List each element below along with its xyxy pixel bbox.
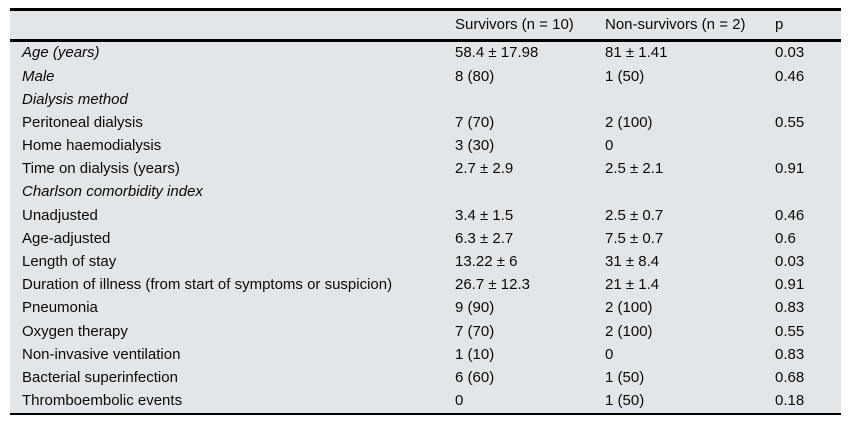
- table-row: Home haemodialysis 3 (30) 0: [10, 135, 841, 158]
- non-survivors-value: 2 (100): [605, 300, 653, 317]
- table-row: Thromboembolic events 0 1 (50) 0.18: [10, 390, 841, 413]
- table-row: Oxygen therapy 7 (70) 2 (100) 0.55: [10, 320, 841, 343]
- row-label: Age-adjusted: [22, 230, 111, 247]
- table-row: Non-invasive ventilation 1 (10) 0 0.83: [10, 343, 841, 366]
- table-row: Male 8 (80) 1 (50) 0.46: [10, 65, 841, 88]
- row-label: Unadjusted: [22, 207, 98, 224]
- survivors-value: 9 (90): [455, 300, 495, 317]
- non-survivors-value: 2 (100): [605, 323, 653, 340]
- p-value: 0.83: [775, 300, 805, 317]
- p-value: 0.83: [775, 346, 805, 363]
- survivors-value: 2.7 ± 2.9: [455, 161, 514, 178]
- table-row: Duration of illness (from start of sympt…: [10, 274, 841, 297]
- header-survivors: Survivors (n = 10): [455, 16, 574, 33]
- non-survivors-value: 31 ± 8.4: [605, 254, 660, 271]
- table-row: Age-adjusted 6.3 ± 2.7 7.5 ± 0.7 0.6: [10, 228, 841, 251]
- header-non-survivors: Non-survivors (n = 2): [605, 16, 746, 33]
- table-body: Age (years) 58.4 ± 17.98 81 ± 1.41 0.03 …: [10, 42, 841, 413]
- row-label: Charlson comorbidity index: [22, 184, 203, 201]
- table-row: Unadjusted 3.4 ± 1.5 2.5 ± 0.7 0.46: [10, 204, 841, 227]
- non-survivors-value: 7.5 ± 0.7: [605, 230, 664, 247]
- survivors-value: 58.4 ± 17.98: [455, 45, 539, 62]
- table-row: Peritoneal dialysis 7 (70) 2 (100) 0.55: [10, 112, 841, 135]
- row-label: Time on dialysis (years): [22, 161, 180, 178]
- row-label: Thromboembolic events: [22, 393, 183, 410]
- survivors-value: 7 (70): [455, 114, 495, 131]
- table-row: Time on dialysis (years) 2.7 ± 2.9 2.5 ±…: [10, 158, 841, 181]
- non-survivors-value: 1 (50): [605, 369, 645, 386]
- comparison-table: Survivors (n = 10) Non-survivors (n = 2)…: [10, 8, 841, 415]
- survivors-value: 0: [455, 393, 464, 410]
- p-value: 0.55: [775, 114, 805, 131]
- row-label: Oxygen therapy: [22, 323, 128, 340]
- survivors-value: 7 (70): [455, 323, 495, 340]
- non-survivors-value: 2.5 ± 2.1: [605, 161, 664, 178]
- row-label: Dialysis method: [22, 91, 128, 108]
- p-value: 0.18: [775, 393, 805, 410]
- row-label: Male: [22, 68, 55, 85]
- table-row: Dialysis method: [10, 88, 841, 111]
- p-value: 0.91: [775, 277, 805, 294]
- row-label: Home haemodialysis: [22, 138, 162, 155]
- table-row: Charlson comorbidity index: [10, 181, 841, 204]
- non-survivors-value: 2.5 ± 0.7: [605, 207, 664, 224]
- row-label: Bacterial superinfection: [22, 369, 178, 386]
- survivors-value: 6.3 ± 2.7: [455, 230, 514, 247]
- table-row: Bacterial superinfection 6 (60) 1 (50) 0…: [10, 367, 841, 390]
- p-value: 0.6: [775, 230, 796, 247]
- p-value: 0.03: [775, 45, 805, 62]
- non-survivors-value: 1 (50): [605, 393, 645, 410]
- non-survivors-value: 81 ± 1.41: [605, 45, 668, 62]
- p-value: 0.55: [775, 323, 805, 340]
- table-header-row: Survivors (n = 10) Non-survivors (n = 2)…: [10, 11, 841, 42]
- survivors-value: 8 (80): [455, 68, 495, 85]
- row-label: Duration of illness (from start of sympt…: [22, 277, 393, 294]
- survivors-value: 3 (30): [455, 138, 495, 155]
- survivors-value: 3.4 ± 1.5: [455, 207, 514, 224]
- non-survivors-value: 0: [605, 138, 614, 155]
- p-value: 0.46: [775, 68, 805, 85]
- p-value: 0.91: [775, 161, 805, 178]
- p-value: 0.68: [775, 369, 805, 386]
- non-survivors-value: 21 ± 1.4: [605, 277, 660, 294]
- non-survivors-value: 2 (100): [605, 114, 653, 131]
- row-label: Age (years): [22, 45, 100, 62]
- survivors-value: 13.22 ± 6: [455, 254, 518, 271]
- row-label: Non-invasive ventilation: [22, 346, 181, 363]
- row-label: Length of stay: [22, 254, 117, 271]
- table-row: Age (years) 58.4 ± 17.98 81 ± 1.41 0.03: [10, 42, 841, 65]
- survivors-value: 26.7 ± 12.3: [455, 277, 530, 294]
- survivors-value: 1 (10): [455, 346, 495, 363]
- row-label: Peritoneal dialysis: [22, 114, 143, 131]
- non-survivors-value: 1 (50): [605, 68, 645, 85]
- p-value: 0.46: [775, 207, 805, 224]
- survivors-value: 6 (60): [455, 369, 495, 386]
- table-row: Length of stay 13.22 ± 6 31 ± 8.4 0.03: [10, 251, 841, 274]
- header-p-value: p: [775, 16, 784, 33]
- non-survivors-value: 0: [605, 346, 614, 363]
- row-label: Pneumonia: [22, 300, 98, 317]
- table-row: Pneumonia 9 (90) 2 (100) 0.83: [10, 297, 841, 320]
- p-value: 0.03: [775, 254, 805, 271]
